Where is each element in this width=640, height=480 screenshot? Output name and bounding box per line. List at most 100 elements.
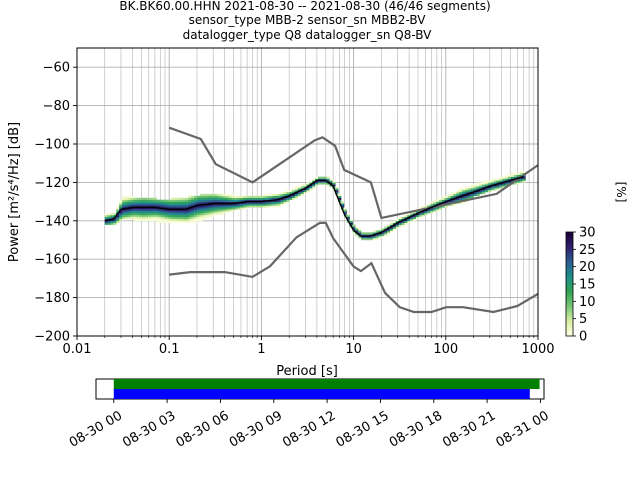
histogram-cell [217,199,221,202]
histogram-cell [179,205,183,208]
histogram-cell [142,209,146,212]
histogram-cell [485,180,489,183]
histogram-cell [421,213,425,216]
histogram-cell [513,182,518,185]
histogram-cell [303,188,307,191]
histogram-cell [130,216,134,220]
histogram-cell [225,197,229,200]
histogram-cell [145,215,149,218]
histogram-cell [133,218,137,221]
histogram-cell [476,182,480,185]
histogram-cell [260,197,264,200]
histogram-cell [159,216,163,220]
histogram-cell [136,197,140,200]
histogram-cell [358,230,362,233]
histogram-cell [433,201,437,204]
histogram-cell [222,203,227,206]
histogram-cell [306,184,310,187]
histogram-cell [185,220,189,223]
histogram-cell [173,215,178,218]
histogram-cell [150,205,155,208]
histogram-cell [228,207,232,210]
timeline-tick-label: 08-30 12 [280,408,338,450]
colorbar-gradient [565,231,574,337]
histogram-cell [107,213,111,216]
histogram-cell [389,226,394,229]
histogram-cell [153,215,157,218]
timeline-tick-label: 08-30 15 [334,408,392,450]
histogram-cell [171,203,175,206]
histogram-cell [208,197,212,200]
histogram-cell [159,218,163,221]
colorbar: 0 5 10 15 20 25 30 [%] [565,182,628,345]
histogram-cell [188,216,192,220]
histogram-cell [217,207,221,210]
histogram-cell [274,203,278,206]
y-tick-label: −160 [34,253,70,268]
histogram-cell [196,207,201,210]
histogram-cell [107,220,111,223]
histogram-cell [240,195,244,198]
histogram-cell [104,222,108,225]
histogram-cell [456,192,460,195]
histogram-cell [384,234,388,237]
histogram-cell [268,203,273,206]
histogram-cell [202,197,206,200]
histogram-cell [482,190,486,193]
histogram-cell [404,222,408,225]
histogram-cell [225,199,229,202]
histogram-cell [145,213,149,216]
histogram-cell [286,192,290,195]
histogram-cell [306,182,310,185]
histogram-cell [341,201,345,204]
histogram-cell [436,199,440,202]
histogram-cell [119,211,123,214]
histogram-cell [185,216,189,220]
histogram-cell [173,201,178,204]
histogram-cell [150,197,155,200]
histogram-cell [194,199,198,202]
histogram-cell [191,195,195,198]
histogram-cell [387,230,391,233]
histogram-cell [476,188,480,191]
histogram-cell [104,216,108,220]
histogram-cell [352,232,356,235]
histogram-cell [485,188,489,191]
histogram-cell [401,222,405,225]
histogram-cell [130,197,134,200]
y-tick-label: −120 [34,176,70,191]
histogram-cell [502,186,506,189]
histogram-cell [202,199,206,202]
histogram-cell [407,215,411,218]
histogram-cell [467,195,471,198]
histogram-cell [208,215,212,218]
histogram-cell [254,199,258,202]
histogram-cell [185,201,189,204]
histogram-cell [205,197,209,200]
histogram-cell [127,213,131,216]
histogram-cell [343,207,348,210]
histogram-cell [156,218,160,221]
histogram-cell [196,205,201,208]
histogram-cell [320,178,325,181]
histogram-cell [147,199,152,202]
histogram-cell [444,195,448,198]
histogram-cell [496,180,500,183]
histogram-cell [289,192,293,195]
histogram-cell [225,205,229,208]
mode-line [104,175,524,237]
histogram-cell [320,180,325,183]
histogram-cell [171,209,175,212]
histogram-cell [387,228,391,231]
histogram-cell [424,211,428,214]
histogram-cell [292,190,296,193]
y-tick-label: −100 [34,138,70,153]
histogram-cell [147,207,152,210]
histogram-cell [124,215,129,218]
histogram-cell [292,197,296,200]
histogram-cell [266,205,270,208]
histogram-cell [173,197,178,200]
histogram-cell [309,180,313,183]
histogram-cell [188,215,192,218]
